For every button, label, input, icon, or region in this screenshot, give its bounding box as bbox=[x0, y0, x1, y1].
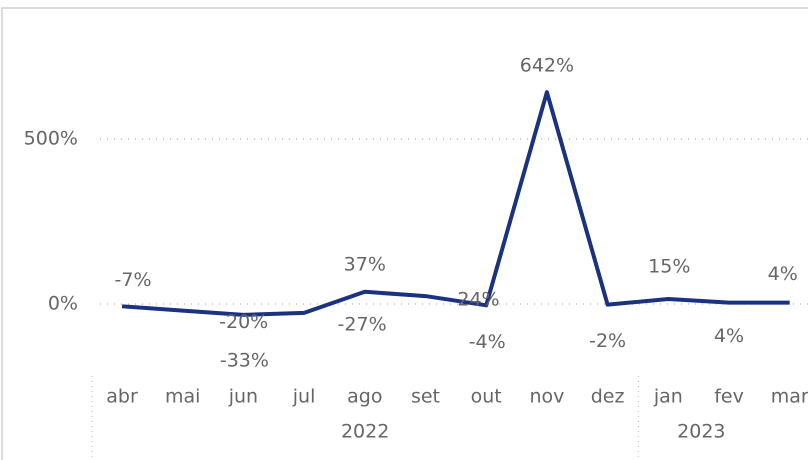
x-tick-label: jun bbox=[228, 386, 258, 408]
data-label: 24% bbox=[457, 289, 499, 311]
x-tick-label: dez bbox=[591, 386, 625, 408]
x-tick-label: jul bbox=[292, 386, 316, 408]
y-tick-label: 500% bbox=[24, 128, 78, 150]
x-tick-label: set bbox=[411, 386, 440, 408]
data-label: 642% bbox=[520, 55, 574, 77]
data-label: 15% bbox=[648, 256, 690, 278]
x-tick-label: fev bbox=[714, 386, 744, 408]
y-tick-label: 0% bbox=[48, 293, 78, 315]
x-tick-label: out bbox=[471, 386, 502, 408]
x-tick-label: mar bbox=[771, 386, 808, 408]
x-tick-label: jan bbox=[653, 386, 683, 408]
data-label: -2% bbox=[589, 330, 626, 352]
data-label: -20% bbox=[219, 311, 268, 333]
x-tick-label: ago bbox=[347, 386, 382, 408]
data-label: -27% bbox=[338, 313, 387, 335]
x-tick-label: mai bbox=[165, 386, 200, 408]
data-label: 4% bbox=[714, 325, 744, 347]
line bbox=[121, 90, 790, 317]
x-group-label: 2023 bbox=[677, 421, 725, 443]
data-label: 4% bbox=[768, 263, 798, 285]
data-label: -33% bbox=[220, 349, 269, 371]
x-group-label: 2022 bbox=[341, 421, 389, 443]
data-label: -7% bbox=[115, 269, 152, 291]
x-tick-label: abr bbox=[106, 386, 138, 408]
frame bbox=[1, 7, 808, 460]
data-label: -4% bbox=[469, 331, 506, 353]
x-tick-label: nov bbox=[529, 386, 564, 408]
data-label: 37% bbox=[344, 253, 386, 275]
